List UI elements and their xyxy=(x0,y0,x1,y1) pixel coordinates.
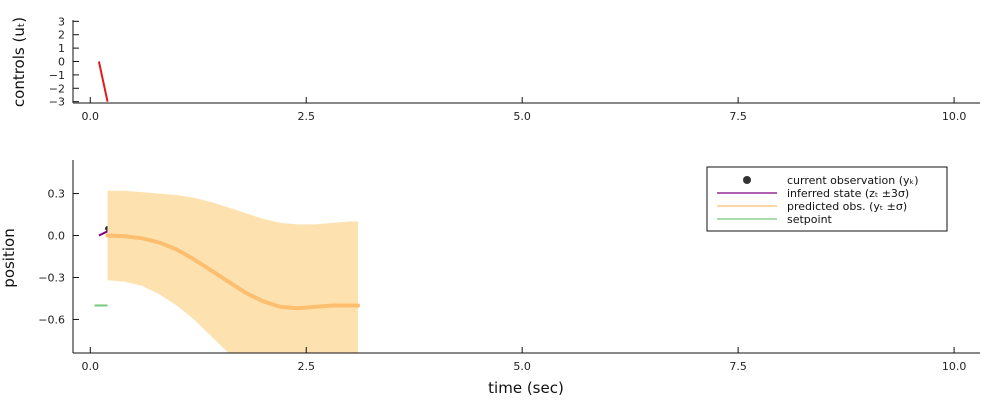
top-x-tick-label: 5.0 xyxy=(513,110,531,123)
bottom-x-tick-label: 5.0 xyxy=(513,360,531,373)
position-panel: 0.3 0.0 −0.3 −0.6 0.0 2.5 5.0 7.5 10.0 position… xyxy=(0,160,980,397)
bottom-y-tick-label: −0.6 xyxy=(38,313,65,326)
top-y-tick-label: 2 xyxy=(58,29,65,42)
top-y-tick-label: −2 xyxy=(49,82,65,95)
top-x-tick-label: 2.5 xyxy=(297,110,315,123)
bottom-y-tick-label: 0.0 xyxy=(48,230,66,243)
inferred-state-line xyxy=(98,230,108,237)
top-x-ticks: 0.0 2.5 5.0 7.5 10.0 xyxy=(82,97,967,123)
bottom-x-tick-label: 2.5 xyxy=(297,360,315,373)
top-y-tick-label: −1 xyxy=(49,69,65,82)
top-x-tick-label: 0.0 xyxy=(82,110,100,123)
legend-entry-setpoint: setpoint xyxy=(717,213,833,226)
bottom-y-axis-label: position xyxy=(0,228,18,287)
top-series xyxy=(97,61,109,102)
bottom-x-tick-label: 10.0 xyxy=(942,360,967,373)
legend-label-predicted: predicted obs. (yₜ ±σ) xyxy=(787,200,907,213)
legend-entry-inferred: inferred state (zₜ ±3σ) xyxy=(717,187,909,200)
bottom-y-tick-label: −0.3 xyxy=(38,271,65,284)
predicted-obs-line xyxy=(105,233,361,311)
legend-label-setpoint: setpoint xyxy=(787,213,833,226)
legend-label-observation: current observation (yₖ) xyxy=(787,174,919,187)
legend-label-inferred: inferred state (zₜ ±3σ) xyxy=(787,187,909,200)
bottom-x-ticks: 0.0 2.5 5.0 7.5 10.0 xyxy=(82,347,967,373)
legend: current observation (yₖ) inferred state … xyxy=(706,166,948,232)
legend-entry-observation: current observation (yₖ) xyxy=(743,174,919,187)
top-y-tick-label: 3 xyxy=(58,15,65,28)
bottom-x-tick-label: 0.0 xyxy=(82,360,100,373)
top-y-tick-label: −3 xyxy=(49,96,65,109)
top-x-tick-label: 7.5 xyxy=(729,110,747,123)
legend-marker-observation xyxy=(743,176,751,184)
bottom-x-axis-label: time (sec) xyxy=(488,379,564,397)
top-y-tick-label: 0 xyxy=(58,56,65,69)
legend-entry-predicted: predicted obs. (yₜ ±σ) xyxy=(717,200,907,213)
control-line xyxy=(97,61,109,102)
top-x-tick-label: 10.0 xyxy=(942,110,967,123)
bottom-series xyxy=(94,190,361,353)
bottom-x-tick-label: 7.5 xyxy=(729,360,747,373)
bottom-y-tick-label: 0.3 xyxy=(48,188,66,201)
top-y-tick-label: 1 xyxy=(58,42,65,55)
top-y-axis-label: controls (uₜ) xyxy=(10,17,28,107)
bottom-y-ticks: 0.3 0.0 −0.3 −0.6 xyxy=(38,188,79,326)
predicted-obs-band xyxy=(107,190,359,353)
